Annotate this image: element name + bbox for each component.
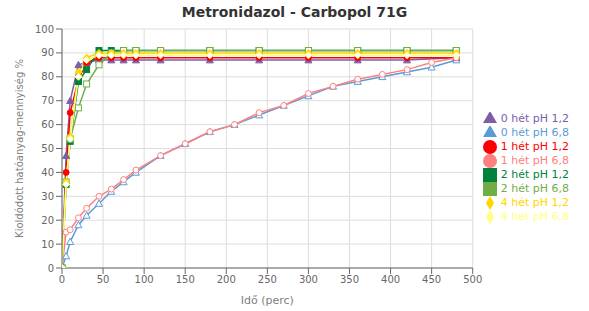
svg-text:70: 70	[41, 95, 54, 106]
svg-text:60: 60	[41, 119, 54, 130]
svg-text:0: 0	[59, 274, 65, 285]
svg-text:50: 50	[41, 143, 54, 154]
html-text:0 hét pH 1,2: 0 hét pH 1,2	[500, 111, 569, 125]
svg-text:20: 20	[41, 215, 54, 226]
html-text:Metronidazol - Carbopol 71G: Metronidazol - Carbopol 71G	[181, 4, 408, 20]
html-text:0 hét pH 6,8: 0 hét pH 6,8	[500, 125, 569, 139]
svg-text:90: 90	[41, 47, 54, 58]
svg-text:10: 10	[41, 239, 54, 250]
svg-text:50: 50	[97, 274, 110, 285]
svg-text:200: 200	[217, 274, 236, 285]
svg-text:0: 0	[48, 263, 54, 274]
svg-text:350: 350	[340, 274, 359, 285]
html-text:4 hét pH 1,2: 4 hét pH 1,2	[500, 195, 569, 209]
html-text:4 hét pH 6,8: 4 hét pH 6,8	[500, 209, 569, 223]
svg-text:450: 450	[422, 274, 441, 285]
svg-text:100: 100	[35, 24, 54, 35]
svg-text:150: 150	[176, 274, 195, 285]
svg-text:300: 300	[299, 274, 318, 285]
svg-text:30: 30	[41, 191, 54, 202]
svg-text:80: 80	[41, 71, 54, 82]
svg-text:Kioldódott hatóanyag-mennyiség: Kioldódott hatóanyag-mennyiség %	[14, 59, 25, 238]
svg-text:40: 40	[41, 167, 54, 178]
svg-text:Idő (perc): Idő (perc)	[241, 294, 294, 307]
html-text:1 hét pH 6,8: 1 hét pH 6,8	[500, 153, 569, 167]
html-text:2 hét pH 6,8: 2 hét pH 6,8	[500, 181, 569, 195]
html-text:1 hét pH 1,2: 1 hét pH 1,2	[500, 139, 569, 153]
svg-text:500: 500	[463, 274, 482, 285]
svg-text:100: 100	[135, 274, 154, 285]
svg-text:250: 250	[258, 274, 277, 285]
svg-text:400: 400	[381, 274, 400, 285]
html-text:2 hét pH 1,2: 2 hét pH 1,2	[500, 167, 569, 181]
